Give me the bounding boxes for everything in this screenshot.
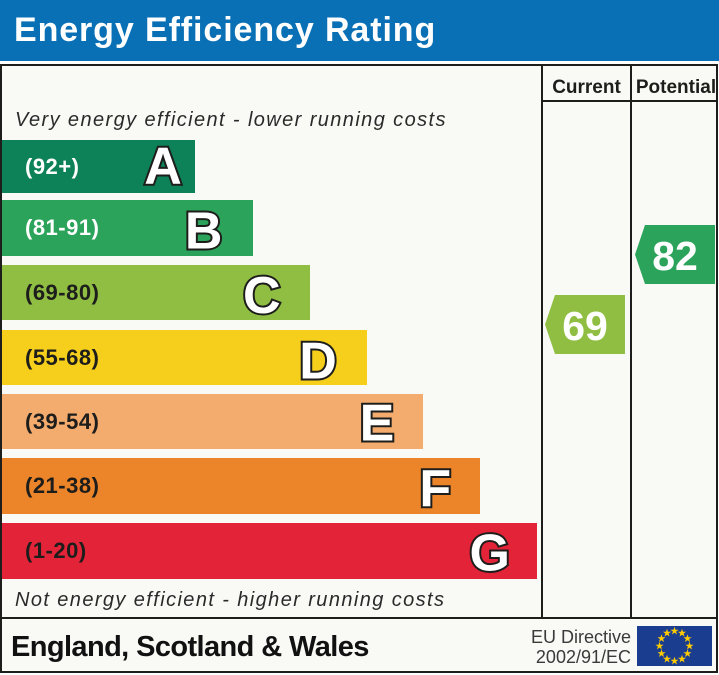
svg-text:A: A bbox=[144, 137, 182, 195]
svg-text:D: D bbox=[299, 333, 337, 391]
svg-text:G: G bbox=[470, 525, 510, 583]
svg-text:F: F bbox=[419, 460, 451, 518]
svg-text:C: C bbox=[243, 267, 281, 325]
svg-text:E: E bbox=[360, 395, 395, 453]
svg-text:B: B bbox=[185, 203, 223, 261]
